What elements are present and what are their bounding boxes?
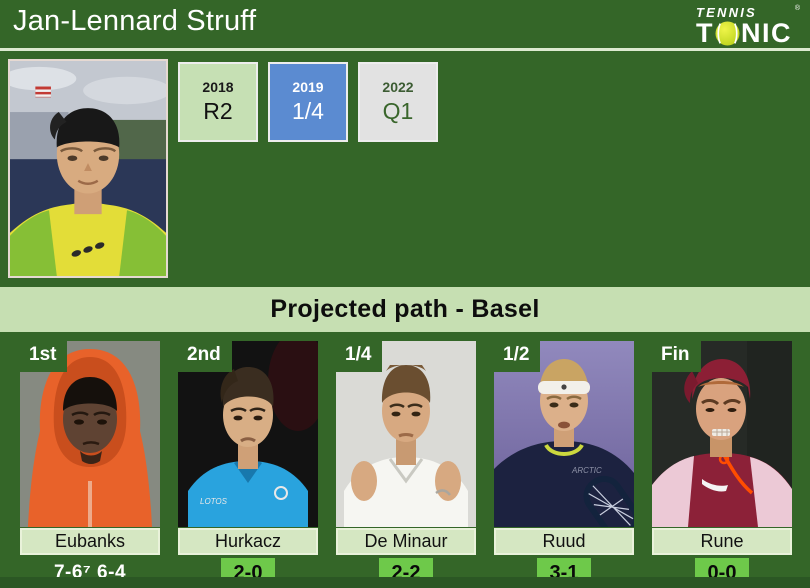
deminaur-illustration (336, 341, 476, 527)
player-name: Rune (700, 531, 744, 551)
sponsor-text: LOTOS (200, 497, 228, 506)
page-title: Jan-Lennard Struff (13, 5, 257, 37)
history-box-2018: 2018 R2 (178, 62, 258, 142)
player-name-box: Rune (652, 528, 792, 555)
struff-illustration (10, 61, 166, 276)
player-name: Ruud (542, 531, 586, 551)
rune-photo: Fin (652, 341, 792, 527)
logo-tennis-text: TENNIS (696, 5, 757, 20)
player-name-box: Eubanks (20, 528, 160, 555)
registered-mark: ® (794, 5, 800, 12)
history-box-2022: 2022 Q1 (358, 62, 438, 142)
player-name-box: De Minaur (336, 528, 476, 555)
tennis-ball-icon (715, 21, 740, 46)
eubanks-illustration (20, 341, 160, 527)
player-name: Hurkacz (214, 531, 281, 551)
player-name: De Minaur (364, 531, 448, 551)
history-result: Q1 (382, 98, 414, 124)
history-year: 2018 (202, 79, 234, 95)
eubanks-photo: 1st (20, 341, 160, 527)
header-divider (0, 48, 810, 51)
history-result: 1/4 (292, 98, 324, 124)
rune-illustration (652, 341, 792, 527)
round-badge: Fin (652, 341, 701, 372)
history-year: 2019 (292, 79, 324, 95)
struff-photo (8, 59, 168, 278)
ruud-photo: ARCTIC 1/2 (494, 341, 634, 527)
sponsor-text: ARCTIC (571, 466, 602, 475)
round-badge: 1/2 (494, 341, 541, 372)
history-year: 2022 (382, 79, 414, 95)
player-name-box: Ruud (494, 528, 634, 555)
path-card-hurkacz: LOTOS 2nd Hurkacz 2-0 (178, 341, 318, 588)
path-card-rune: Fin Rune 0-0 (652, 341, 792, 588)
section-band: Projected path - Basel (0, 287, 810, 332)
logo-letters-nic: NIC (741, 18, 792, 48)
history-boxes: 2018 R2 2019 1/4 2022 Q1 (178, 62, 438, 142)
hurkacz-photo: LOTOS 2nd (178, 341, 318, 527)
player-name: Eubanks (54, 531, 126, 551)
ruud-illustration: ARCTIC (494, 341, 634, 527)
tennis-tonic-logo: TENNIS ® T NIC (696, 5, 800, 47)
history-result: R2 (203, 98, 233, 124)
path-card-eubanks: 1st Eubanks 7-6⁷ 6-4 (20, 341, 160, 588)
bottom-strip (0, 577, 810, 588)
logo-letter-t: T (696, 18, 714, 48)
path-card-ruud: ARCTIC 1/2 Ruud 3-1 (494, 341, 634, 588)
history-box-2019: 2019 1/4 (268, 62, 348, 142)
player-name-box: Hurkacz (178, 528, 318, 555)
hurkacz-illustration: LOTOS (178, 341, 318, 527)
round-badge: 2nd (178, 341, 232, 372)
round-badge: 1/4 (336, 341, 383, 372)
round-badge: 1st (20, 341, 68, 372)
deminaur-photo: 1/4 (336, 341, 476, 527)
section-title: Projected path - Basel (270, 295, 540, 323)
header: Jan-Lennard Struff TENNIS ® T (0, 0, 810, 48)
path-card-deminaur: 1/4 De Minaur 2-2 (336, 341, 476, 588)
